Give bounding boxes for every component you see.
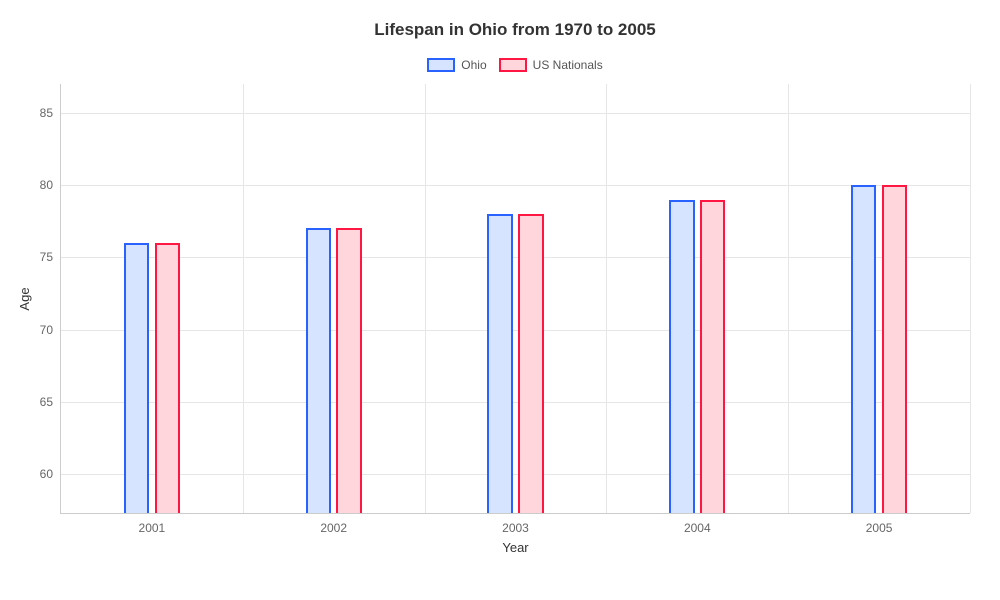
gridline-v: [970, 84, 971, 513]
gridline-h: [61, 474, 970, 475]
legend-swatch-ohio: [427, 58, 455, 72]
bar-us-nationals: [336, 228, 361, 513]
gridline-v: [425, 84, 426, 513]
bar-us-nationals: [155, 243, 180, 513]
y-tick-label: 70: [40, 323, 53, 337]
x-tick-label: 2003: [502, 521, 529, 535]
gridline-h: [61, 257, 970, 258]
gridline-h: [61, 185, 970, 186]
legend: Ohio US Nationals: [60, 58, 970, 72]
chart-container: Lifespan in Ohio from 1970 to 2005 Ohio …: [0, 0, 1000, 600]
y-tick-label: 65: [40, 395, 53, 409]
legend-label-us: US Nationals: [533, 58, 603, 72]
gridline-v: [243, 84, 244, 513]
bar-ohio: [487, 214, 512, 513]
bar-ohio: [851, 185, 876, 513]
legend-label-ohio: Ohio: [461, 58, 486, 72]
y-tick-label: 80: [40, 178, 53, 192]
gridline-h: [61, 402, 970, 403]
x-tick-label: 2005: [866, 521, 893, 535]
legend-swatch-us: [499, 58, 527, 72]
bar-us-nationals: [700, 200, 725, 513]
bar-us-nationals: [518, 214, 543, 513]
bar-ohio: [124, 243, 149, 513]
bar-us-nationals: [882, 185, 907, 513]
x-axis-label: Year: [502, 540, 528, 555]
gridline-h: [61, 330, 970, 331]
legend-item-ohio: Ohio: [427, 58, 486, 72]
gridline-h: [61, 113, 970, 114]
x-tick-label: 2001: [139, 521, 166, 535]
y-tick-label: 60: [40, 467, 53, 481]
bar-ohio: [306, 228, 331, 513]
bar-ohio: [669, 200, 694, 513]
gridline-v: [788, 84, 789, 513]
plot-area: Age Year 6065707580852001200220032004200…: [60, 84, 970, 514]
y-tick-label: 85: [40, 106, 53, 120]
x-tick-label: 2004: [684, 521, 711, 535]
legend-item-us: US Nationals: [499, 58, 603, 72]
gridline-v: [606, 84, 607, 513]
x-tick-label: 2002: [320, 521, 347, 535]
y-axis-label: Age: [17, 287, 32, 310]
chart-title: Lifespan in Ohio from 1970 to 2005: [60, 20, 970, 40]
y-tick-label: 75: [40, 250, 53, 264]
